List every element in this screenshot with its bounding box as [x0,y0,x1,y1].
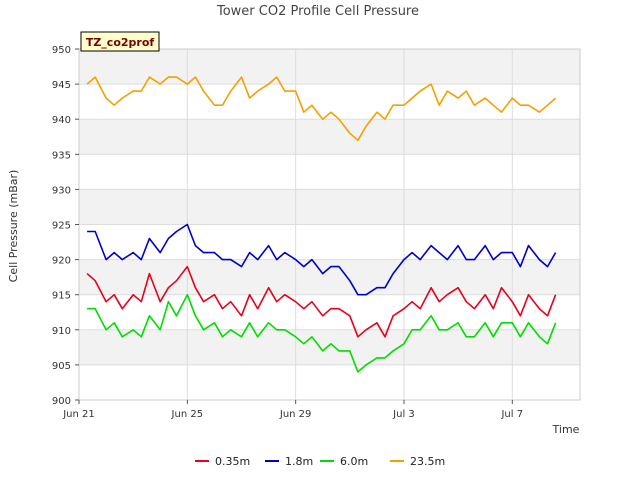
y-axis-ticks: 900 905 910 915 920 925 930 935 940 945 950 [52,45,79,407]
x-tick-label: Jun 21 [62,409,95,420]
legend-label: 23.5m [410,455,445,468]
y-tick-label: 950 [52,45,71,56]
legend-label: 6.0m [340,455,368,468]
y-tick-label: 920 [52,256,71,267]
y-tick-label: 930 [52,185,71,196]
y-tick-label: 925 [52,221,71,232]
series-line-23.5m [86,76,557,142]
y-tick-label: 905 [52,361,71,372]
x-tick-label: Jul 3 [392,409,415,420]
x-tick-label: Jul 7 [500,409,523,420]
y-tick-label: 945 [52,80,71,91]
plot-band [79,189,580,225]
x-axis-label: Time [552,423,580,436]
y-tick-label: 900 [52,396,71,407]
legend-label: 0.35m [215,455,250,468]
series-line-0.35m [86,265,557,338]
plot-band [79,259,580,295]
series-lines [86,76,557,373]
legend: 0.35m 1.8m 6.0m 23.5m [195,455,445,468]
x-tick-label: Jun 29 [279,409,312,420]
series-line-6.0m [87,293,557,373]
y-axis-label: Cell Pressure (mBar) [7,170,20,283]
plot-band [79,119,580,155]
y-tick-label: 935 [52,150,71,161]
x-tick-label: Jun 25 [171,409,204,420]
y-tick-label: 940 [52,115,71,126]
badge-label: TZ_co2prof [86,36,155,49]
series-line-1.8m [87,223,557,296]
badge-box [80,31,160,52]
series-badge: TZ_co2prof [80,31,160,52]
legend-label: 1.8m [285,455,313,468]
chart-title: Tower CO2 Profile Cell Pressure [216,4,419,19]
plot-band [79,329,580,365]
y-tick-label: 910 [52,326,71,337]
y-tick-label: 915 [52,291,71,302]
x-axis-ticks: Jun 21 Jun 25 Jun 29 Jul 3 Jul 7 [62,400,523,420]
plot-band [79,49,580,85]
